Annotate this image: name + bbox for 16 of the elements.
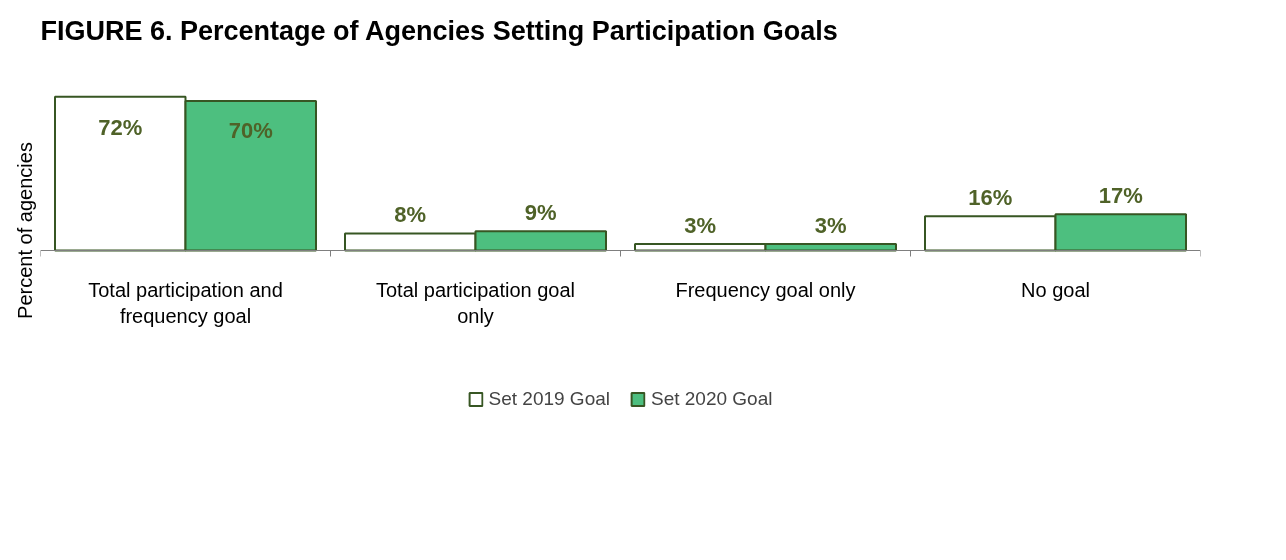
legend-label: Set 2019 Goal bbox=[488, 388, 610, 410]
x-tick-label: Total participation and frequency goal bbox=[88, 278, 283, 327]
y-axis-title: Percent of agencies bbox=[13, 142, 36, 319]
data-label: 9% bbox=[524, 200, 557, 226]
x-tick-label: Total participation goal only bbox=[375, 278, 576, 327]
data-label: 3% bbox=[684, 212, 717, 238]
chart-title: FIGURE 6. Percentage of Agencies Setting Participation Goals bbox=[40, 15, 838, 46]
data-label: 70% bbox=[228, 117, 273, 143]
x-tick-label: Frequency goal only bbox=[675, 278, 856, 301]
data-label: 8% bbox=[394, 202, 427, 228]
data-label: 16% bbox=[968, 185, 1013, 211]
data-label: 72% bbox=[98, 114, 143, 140]
data-label: 3% bbox=[814, 212, 847, 238]
x-tick-label: No goal bbox=[1021, 278, 1090, 301]
data-label: 17% bbox=[1098, 183, 1143, 209]
legend-label: Set 2020 Goal bbox=[651, 388, 773, 410]
